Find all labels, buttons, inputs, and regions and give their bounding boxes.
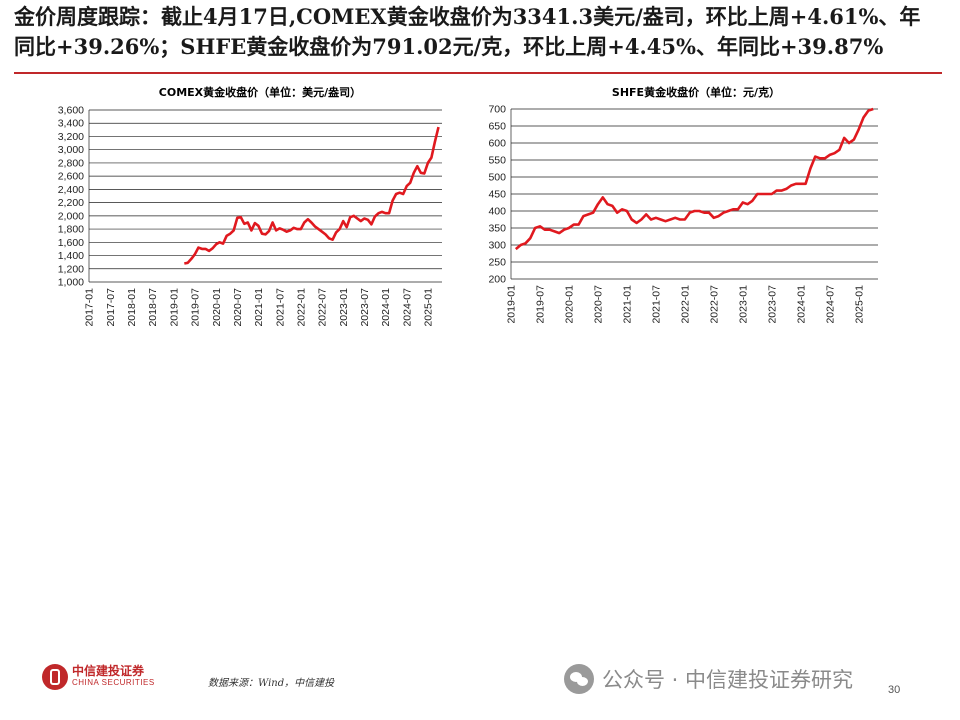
x-tick-label: 2024-01 xyxy=(380,288,392,327)
x-tick-label: 2021-01 xyxy=(253,288,265,327)
x-tick-label: 2017-07 xyxy=(105,288,117,327)
x-tick-label: 2017-01 xyxy=(84,288,96,327)
data-source: 数据来源：Wind，中信建投 xyxy=(208,678,335,689)
y-tick-label: 3,600 xyxy=(58,105,84,117)
y-tick-label: 3,400 xyxy=(58,118,84,130)
x-tick-label: 2022-01 xyxy=(295,288,307,327)
y-tick-label: 2,800 xyxy=(58,157,84,169)
y-tick-label: 2,400 xyxy=(58,184,84,196)
company-logo: 中信建投证券 CHINA SECURITIES xyxy=(42,664,155,690)
x-tick-label: 2019-01 xyxy=(168,288,180,327)
wechat-account-label: 公众号 · 中信建投证券研究 xyxy=(602,668,854,692)
x-tick-label: 2020-07 xyxy=(232,288,244,327)
y-tick-label: 3,200 xyxy=(58,131,84,143)
y-tick-label: 2,200 xyxy=(58,197,84,209)
y-tick-label: 2,600 xyxy=(58,171,84,183)
x-tick-label: 2018-07 xyxy=(147,288,159,327)
logo-name-cn: 中信建投证券 xyxy=(72,664,145,678)
y-tick-label: 1,200 xyxy=(58,263,84,275)
logo-name-en: CHINA SECURITIES xyxy=(72,678,155,687)
y-tick-label: 1,800 xyxy=(58,224,84,236)
series-line xyxy=(184,126,440,265)
y-tick-label: 1,000 xyxy=(58,277,84,289)
x-tick-label: 2018-01 xyxy=(126,288,138,327)
wechat-icon xyxy=(564,664,594,694)
x-tick-label: 2023-07 xyxy=(359,288,371,327)
page-number: 30 xyxy=(888,684,901,696)
x-tick-label: 2024-07 xyxy=(401,288,413,327)
shfe-chart-title: SHFE黄金收盘价（单位：元/克） xyxy=(611,86,781,99)
y-tick-label: 2,000 xyxy=(58,210,84,222)
x-tick-label: 2021-07 xyxy=(274,288,286,327)
x-tick-label: 2019-07 xyxy=(190,288,202,327)
y-tick-label: 1,400 xyxy=(58,250,84,262)
y-tick-label: 3,000 xyxy=(58,144,84,156)
comex-chart-title: COMEX黄金收盘价（单位：美元/盎司） xyxy=(158,86,362,99)
logo-icon xyxy=(42,664,68,690)
headline: 金价周度跟踪：截止4月17日,COMEX黄金收盘价为3341.3美元/盎司，环比… xyxy=(14,4,921,59)
header-rule xyxy=(14,72,942,74)
x-tick-label: 2022-07 xyxy=(317,288,329,327)
x-tick-label: 2023-01 xyxy=(338,288,350,327)
y-tick-label: 1,600 xyxy=(58,237,84,249)
x-tick-label: 2025-01 xyxy=(423,288,435,327)
x-tick-label: 2020-01 xyxy=(211,288,223,327)
wechat-watermark: 公众号 · 中信建投证券研究 xyxy=(564,664,853,694)
